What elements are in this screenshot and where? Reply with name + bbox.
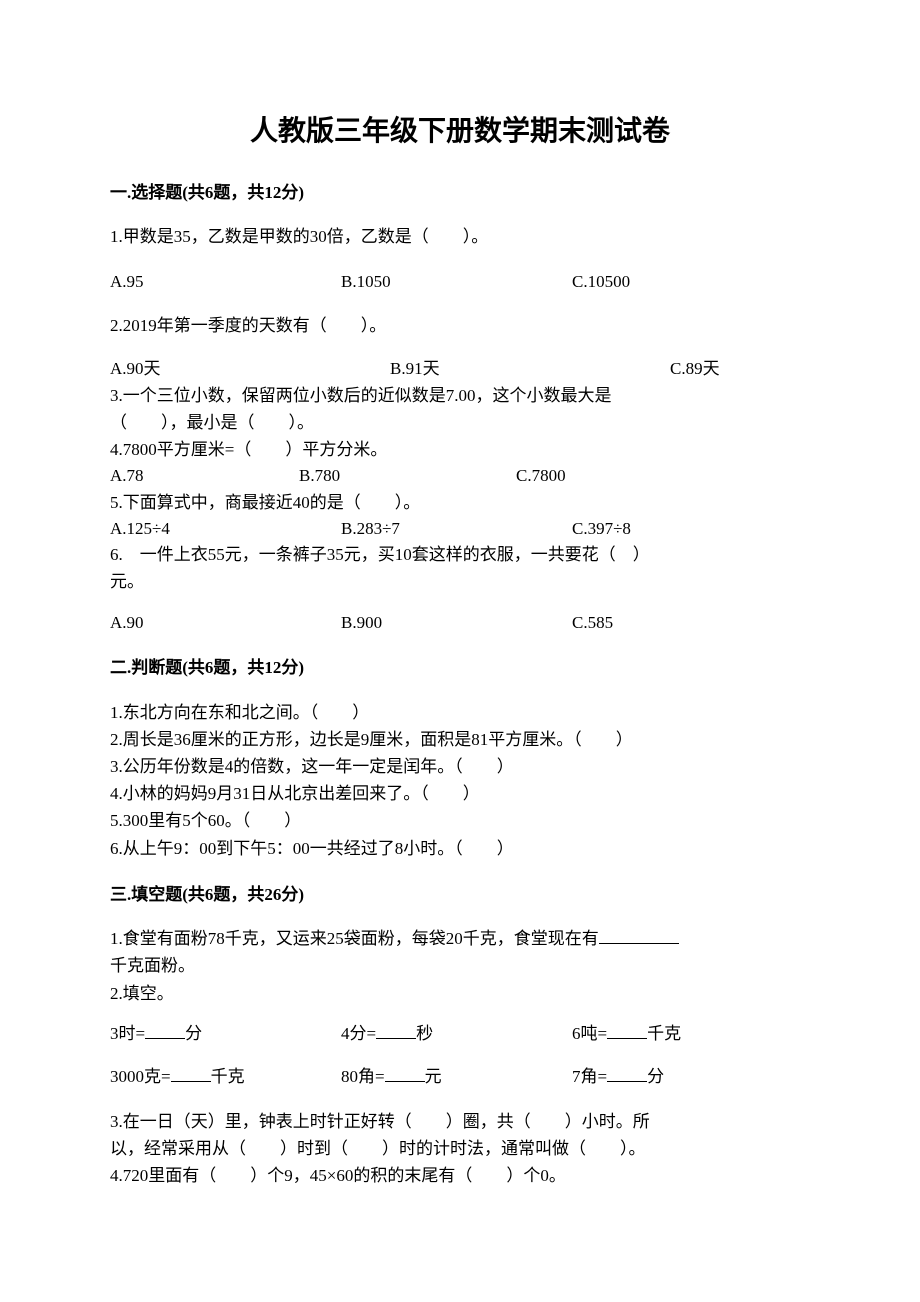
- unit-label: 6吨=: [572, 1024, 607, 1043]
- judge-2: 2.周长是36厘米的正方形，边长是9厘米，面积是81平方厘米。（ ）: [110, 726, 810, 753]
- question-3-line1: 3.一个三位小数，保留两位小数后的近似数是7.00，这个小数最大是: [110, 382, 810, 409]
- question-5-text: 5.下面算式中，商最接近40的是（ ）。: [110, 489, 810, 516]
- blank-input[interactable]: [607, 1022, 647, 1039]
- question-3: 3.一个三位小数，保留两位小数后的近似数是7.00，这个小数最大是 （ ），最小…: [110, 382, 810, 436]
- option-2c: C.89天: [670, 356, 810, 382]
- option-5c: C.397÷8: [572, 516, 810, 542]
- judge-5: 5.300里有5个60。（ ）: [110, 807, 810, 834]
- unit-suffix: 分: [647, 1067, 664, 1086]
- fill-3: 3.在一日（天）里，钟表上时针正好转（ ）圈，共（ ）小时。所 以，经常采用从（…: [110, 1108, 810, 1162]
- option-5b: B.283÷7: [341, 516, 572, 542]
- unit-suffix: 秒: [416, 1024, 433, 1043]
- question-2: 2.2019年第一季度的天数有（ ）。: [110, 313, 810, 339]
- option-1a: A.95: [110, 269, 341, 295]
- option-4a: A.78: [110, 463, 299, 489]
- fill-1-line2: 千克面粉。: [110, 952, 810, 979]
- section-1-header: 一.选择题(共6题，共12分): [110, 180, 810, 206]
- question-2-options: A.90天 B.91天 C.89天: [110, 356, 810, 382]
- judge-3: 3.公历年份数是4的倍数，这一年一定是闰年。（ ）: [110, 753, 810, 780]
- blank-input[interactable]: [607, 1065, 647, 1082]
- judge-6: 6.从上午9：00到下午5：00一共经过了8小时。（ ）: [110, 835, 810, 862]
- fill-3-line1: 3.在一日（天）里，钟表上时针正好转（ ）圈，共（ ）小时。所: [110, 1108, 810, 1135]
- question-4-text: 4.7800平方厘米=（ ）平方分米。: [110, 436, 810, 463]
- unit-label: 80角=: [341, 1067, 385, 1086]
- option-2a: A.90天: [110, 356, 390, 382]
- unit-suffix: 分: [185, 1024, 202, 1043]
- question-3-line2: （ ），最小是（ ）。: [110, 409, 810, 436]
- fill-2-row1: 3时= 分 4分= 秒 6吨= 千克: [110, 1021, 810, 1047]
- unit-suffix: 千克: [647, 1024, 681, 1043]
- option-4b: B.780: [299, 463, 516, 489]
- unit-label: 7角=: [572, 1067, 607, 1086]
- question-6-options: A.90 B.900 C.585: [110, 610, 810, 636]
- section-2-header: 二.判断题(共6题，共12分): [110, 655, 810, 681]
- question-1: 1.甲数是35，乙数是甲数的30倍，乙数是（ ）。: [110, 224, 810, 252]
- question-4: 4.7800平方厘米=（ ）平方分米。: [110, 436, 810, 463]
- option-6b: B.900: [341, 610, 572, 636]
- blank-input[interactable]: [145, 1022, 185, 1039]
- unit-label: 3000克=: [110, 1067, 171, 1086]
- option-6a: A.90: [110, 610, 341, 636]
- question-1-text: 1.甲数是35，乙数是甲数的30倍，乙数是（ ）。: [110, 224, 810, 250]
- question-1-options: A.95 B.1050 C.10500: [110, 269, 810, 295]
- exam-title: 人教版三年级下册数学期末测试卷: [110, 110, 810, 152]
- option-2b: B.91天: [390, 356, 670, 382]
- question-5-options: A.125÷4 B.283÷7 C.397÷8: [110, 516, 810, 542]
- fill-1-line1: 1.食堂有面粉78千克，又运来25袋面粉，每袋20千克，食堂现在有: [110, 929, 599, 948]
- question-2-text: 2.2019年第一季度的天数有（ ）。: [110, 313, 810, 339]
- fill-1: 1.食堂有面粉78千克，又运来25袋面粉，每袋20千克，食堂现在有 千克面粉。: [110, 925, 810, 979]
- blank-input[interactable]: [599, 927, 679, 944]
- blank-input[interactable]: [385, 1065, 425, 1082]
- fill-3-line2: 以，经常采用从（ ）时到（ ）时的计时法，通常叫做（ ）。: [110, 1135, 810, 1162]
- fill-2-row2: 3000克= 千克 80角= 元 7角= 分: [110, 1064, 810, 1090]
- question-6-line2: 元。: [110, 568, 810, 595]
- judge-4: 4.小林的妈妈9月31日从北京出差回来了。（ ）: [110, 780, 810, 807]
- question-6-line1: 6. 一件上衣55元，一条裤子35元，买10套这样的衣服，一共要花（ ）: [110, 541, 810, 568]
- option-4c: C.7800: [516, 463, 810, 489]
- fill-4: 4.720里面有（ ）个9，45×60的积的末尾有（ ）个0。: [110, 1162, 810, 1189]
- option-6c: C.585: [572, 610, 810, 636]
- unit-suffix: 元: [425, 1067, 442, 1086]
- blank-input[interactable]: [171, 1065, 211, 1082]
- unit-label: 3时=: [110, 1024, 145, 1043]
- question-5: 5.下面算式中，商最接近40的是（ ）。: [110, 489, 810, 516]
- unit-label: 4分=: [341, 1024, 376, 1043]
- option-1c: C.10500: [572, 269, 810, 295]
- fill-2: 2.填空。: [110, 980, 810, 1007]
- question-6: 6. 一件上衣55元，一条裤子35元，买10套这样的衣服，一共要花（ ） 元。: [110, 541, 810, 595]
- section-3-header: 三.填空题(共6题，共26分): [110, 882, 810, 908]
- option-1b: B.1050: [341, 269, 572, 295]
- option-5a: A.125÷4: [110, 516, 341, 542]
- judge-1: 1.东北方向在东和北之间。（ ）: [110, 699, 810, 726]
- unit-suffix: 千克: [211, 1067, 245, 1086]
- question-4-options: A.78 B.780 C.7800: [110, 463, 810, 489]
- blank-input[interactable]: [376, 1022, 416, 1039]
